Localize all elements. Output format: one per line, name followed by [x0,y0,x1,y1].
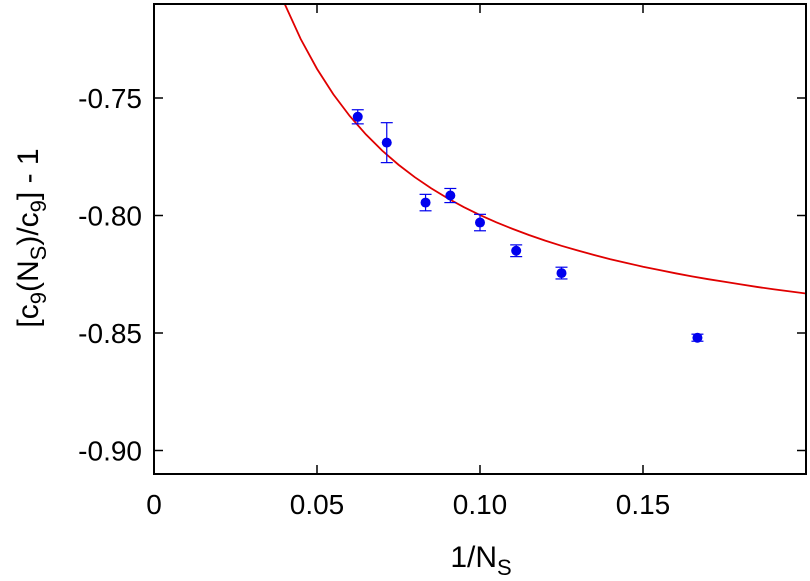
y-tick-label: -0.85 [78,318,142,349]
x-tick-label: 0.15 [616,489,671,520]
axis-labels: 1/NS​ [c9​(NS​)/c9​] - 1 [12,148,512,580]
data-point [511,245,522,256]
data-point [381,137,392,148]
data-point [420,197,431,208]
x-tick-label: 0 [146,489,162,520]
plot-area [153,3,807,475]
x-tick-label: 0.10 [453,489,508,520]
axis-ticks: 0 0.05 0.10 0.15 -0.75 -0.80 -0.85 -0.90 [78,4,806,520]
x-axis-label: 1/NS​ [450,541,511,580]
data-point [692,332,703,343]
data-point [445,190,456,201]
plot-frame [153,3,807,475]
data-point [556,268,567,279]
y-axis-label: [c9​(NS​)/c9​] - 1 [12,148,51,327]
data-point [352,111,363,122]
data-point [475,217,485,228]
x-tick-label: 0.05 [290,489,345,520]
y-tick-label: -0.80 [78,201,142,232]
y-tick-label: -0.75 [78,83,142,114]
fit-curve [283,4,806,295]
y-tick-label: -0.90 [78,436,142,467]
